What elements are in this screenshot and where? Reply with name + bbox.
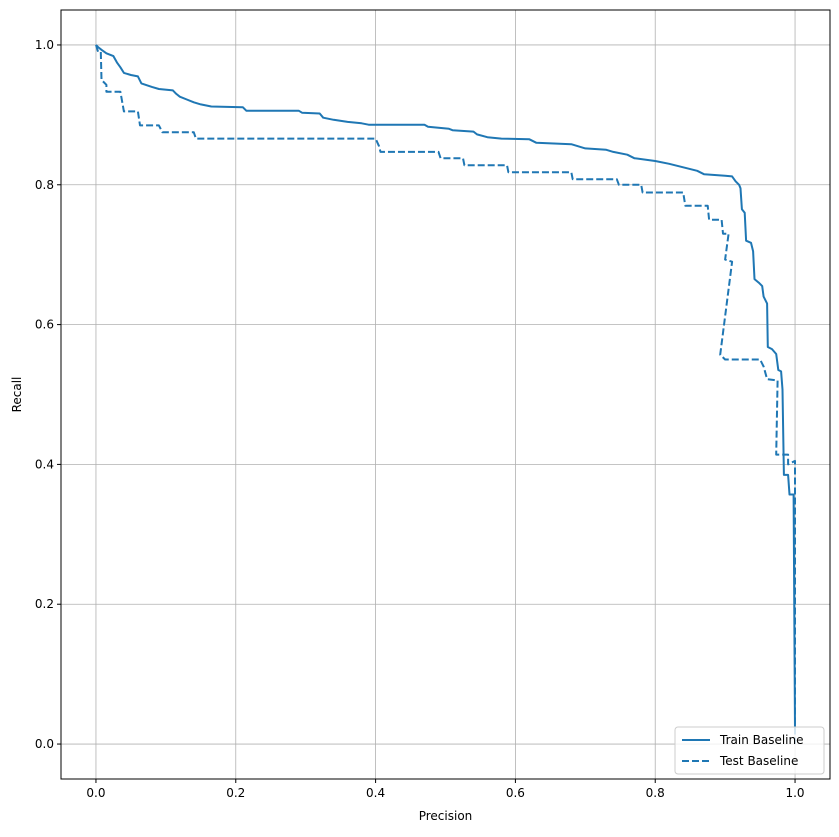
legend: Train Baseline Test Baseline <box>674 726 825 775</box>
legend-box <box>674 726 825 775</box>
legend-label-train: Train Baseline <box>719 733 803 747</box>
y-tick-label: 0.2 <box>35 597 54 611</box>
ticks: 0.0 0.2 0.4 0.6 0.8 1.0 0.0 0.2 0.4 0.6 0.8 1.0 <box>35 38 805 800</box>
series-line-train <box>95 44 796 731</box>
x-tick-label: 0.0 <box>86 786 105 800</box>
axes-frame <box>60 9 831 780</box>
y-tick-label: 0.0 <box>35 737 54 751</box>
y-tick-label: 0.6 <box>35 318 54 332</box>
x-tick-label: 1.0 <box>785 786 804 800</box>
y-tick-label: 0.8 <box>35 178 54 192</box>
y-axis-label: Recall <box>10 377 24 413</box>
x-axis-label: Precision <box>419 809 473 823</box>
legend-label-test: Test Baseline <box>719 754 798 768</box>
y-tick-label: 0.4 <box>35 457 54 471</box>
x-tick-label: 0.8 <box>646 786 665 800</box>
x-tick-label: 0.6 <box>506 786 525 800</box>
x-tick-label: 0.2 <box>226 786 245 800</box>
x-tick-label: 0.4 <box>366 786 385 800</box>
y-tick-label: 1.0 <box>35 38 54 52</box>
series-layer <box>95 44 796 744</box>
grid <box>61 10 830 779</box>
series-line-test <box>95 44 796 744</box>
